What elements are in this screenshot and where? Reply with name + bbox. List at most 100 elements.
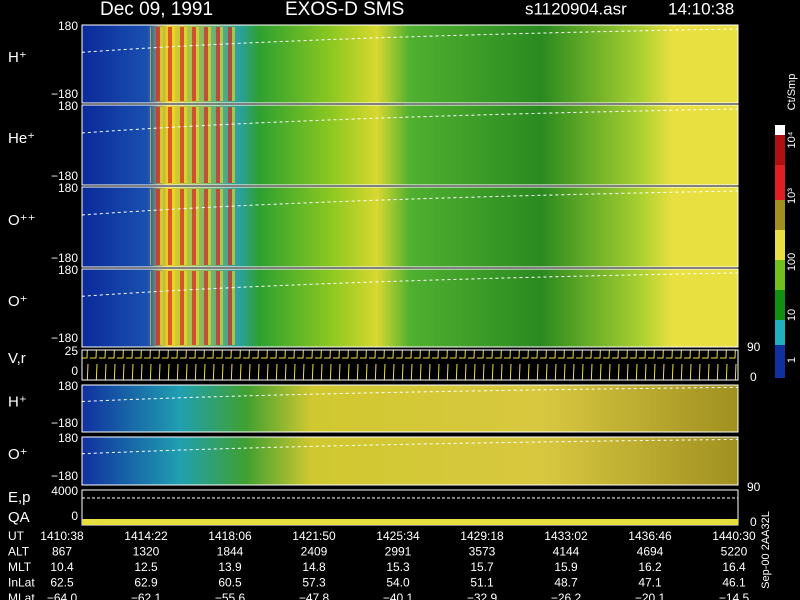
dashed-trace	[81, 28, 739, 53]
dashed-trace	[81, 108, 739, 134]
tick-label: 180	[58, 99, 78, 113]
tick-label: −180	[51, 251, 78, 265]
table-cell: −40.1	[383, 591, 414, 600]
side-note: Sep-00 2AA32L	[760, 511, 772, 589]
colorbar-label: 10³	[786, 188, 798, 204]
dashed-trace	[81, 272, 739, 297]
panel-label: E,p	[8, 489, 31, 506]
dashed-trace	[81, 386, 739, 402]
table-cell: 1440:30	[712, 529, 756, 543]
table-cell: 1418:06	[208, 529, 252, 543]
panel-frame	[81, 104, 739, 186]
table-cell: 62.9	[134, 576, 158, 590]
table-cell: −32.9	[467, 591, 498, 600]
colorbar-label: 10	[786, 309, 798, 321]
panel-label: QA	[8, 509, 30, 526]
table-cell: 1436:46	[628, 529, 672, 543]
panel-frame	[81, 436, 739, 486]
spectrogram	[82, 437, 738, 485]
table-cell: 4694	[637, 545, 664, 559]
table-cell: 1414:22	[124, 529, 168, 543]
table-cell: 54.0	[386, 576, 410, 590]
tick-label: 180	[58, 379, 78, 393]
table-cell: 15.7	[470, 560, 494, 574]
table-cell: 51.1	[470, 576, 494, 590]
table-cell: −20.1	[635, 591, 666, 600]
table-cell: 1844	[217, 545, 244, 559]
table-cell: 2409	[301, 545, 328, 559]
colorbar-label: 1	[786, 357, 798, 363]
panel-frame	[81, 186, 739, 268]
colorbar-unit: Ct/Smp	[786, 74, 798, 111]
spectrogram-stripes	[150, 271, 240, 345]
table-cell: 10.4	[50, 560, 74, 574]
table-cell: 1425:34	[376, 529, 420, 543]
table-cell: 12.5	[134, 560, 158, 574]
dashed-trace	[81, 190, 739, 216]
table-cell: 15.9	[554, 560, 578, 574]
panel-frame	[81, 24, 739, 104]
table-cell: −47.8	[299, 591, 330, 600]
colorbar-label: 10⁴	[786, 131, 798, 148]
tick-label: −180	[51, 416, 78, 430]
table-cell: 3573	[469, 545, 496, 559]
table-cell: 5220	[721, 545, 748, 559]
panel-frame	[81, 268, 739, 348]
tick-label: 180	[58, 19, 78, 33]
panel-label: H⁺	[8, 393, 27, 410]
instrument: EXOS-D SMS	[285, 0, 404, 20]
table-cell: 62.5	[50, 576, 74, 590]
table-cell: 47.1	[638, 576, 662, 590]
row-header: MLT	[8, 560, 32, 574]
tick-label: 0	[750, 370, 757, 384]
file: s1120904.asr	[525, 0, 627, 18]
table-cell: −64.0	[47, 591, 78, 600]
tick-label: 90	[747, 480, 761, 494]
panel-label: O⁺⁺	[8, 212, 36, 229]
panel-frame	[81, 349, 739, 381]
tick-label: 90	[747, 340, 761, 354]
line-panel	[82, 350, 738, 380]
tick-label: 180	[58, 431, 78, 445]
dashed-trace	[81, 438, 739, 455]
table-cell: −55.6	[215, 591, 246, 600]
time: 14:10:38	[668, 0, 734, 18]
panel-label: He⁺	[8, 130, 35, 147]
colorbar-label: 100	[786, 253, 798, 271]
table-cell: 4144	[553, 545, 580, 559]
table-cell: 1320	[133, 545, 160, 559]
table-cell: 46.1	[722, 576, 746, 590]
date: Dec 09, 1991	[100, 0, 213, 20]
table-cell: 57.3	[302, 576, 326, 590]
table-cell: 16.4	[722, 560, 746, 574]
tick-label: 0	[750, 515, 757, 529]
tick-label: −180	[51, 469, 78, 483]
table-cell: 1429:18	[460, 529, 504, 543]
table-cell: 867	[52, 545, 72, 559]
table-cell: 60.5	[218, 576, 242, 590]
table-cell: 2991	[385, 545, 412, 559]
tick-label: 4000	[51, 484, 78, 498]
table-cell: 1421:50	[292, 529, 336, 543]
table-cell: 15.3	[386, 560, 410, 574]
table-cell: −62.1	[131, 591, 162, 600]
table-cell: −14.5	[719, 591, 750, 600]
panel-frame	[81, 384, 739, 433]
panel-label: H⁺	[8, 49, 27, 66]
tick-label: 0	[71, 509, 78, 523]
panels: H⁺180−180He⁺180−180O⁺⁺180−180O⁺180−180V,…	[8, 19, 761, 529]
tick-label: 0	[71, 364, 78, 378]
row-header: UT	[8, 529, 25, 543]
spectrogram	[82, 385, 738, 432]
table-cell: 16.2	[638, 560, 662, 574]
table-cell: 13.9	[218, 560, 242, 574]
table-cell: 48.7	[554, 576, 578, 590]
spectrogram-stripes	[150, 189, 240, 265]
colorbar: Ct/Smp 10⁴ 10³ 100 10 1	[775, 74, 798, 378]
tick-label: 25	[65, 344, 79, 358]
panel-label: V,r	[8, 350, 26, 367]
row-header: ALT	[8, 545, 30, 559]
panel-label: O⁺	[8, 293, 28, 310]
